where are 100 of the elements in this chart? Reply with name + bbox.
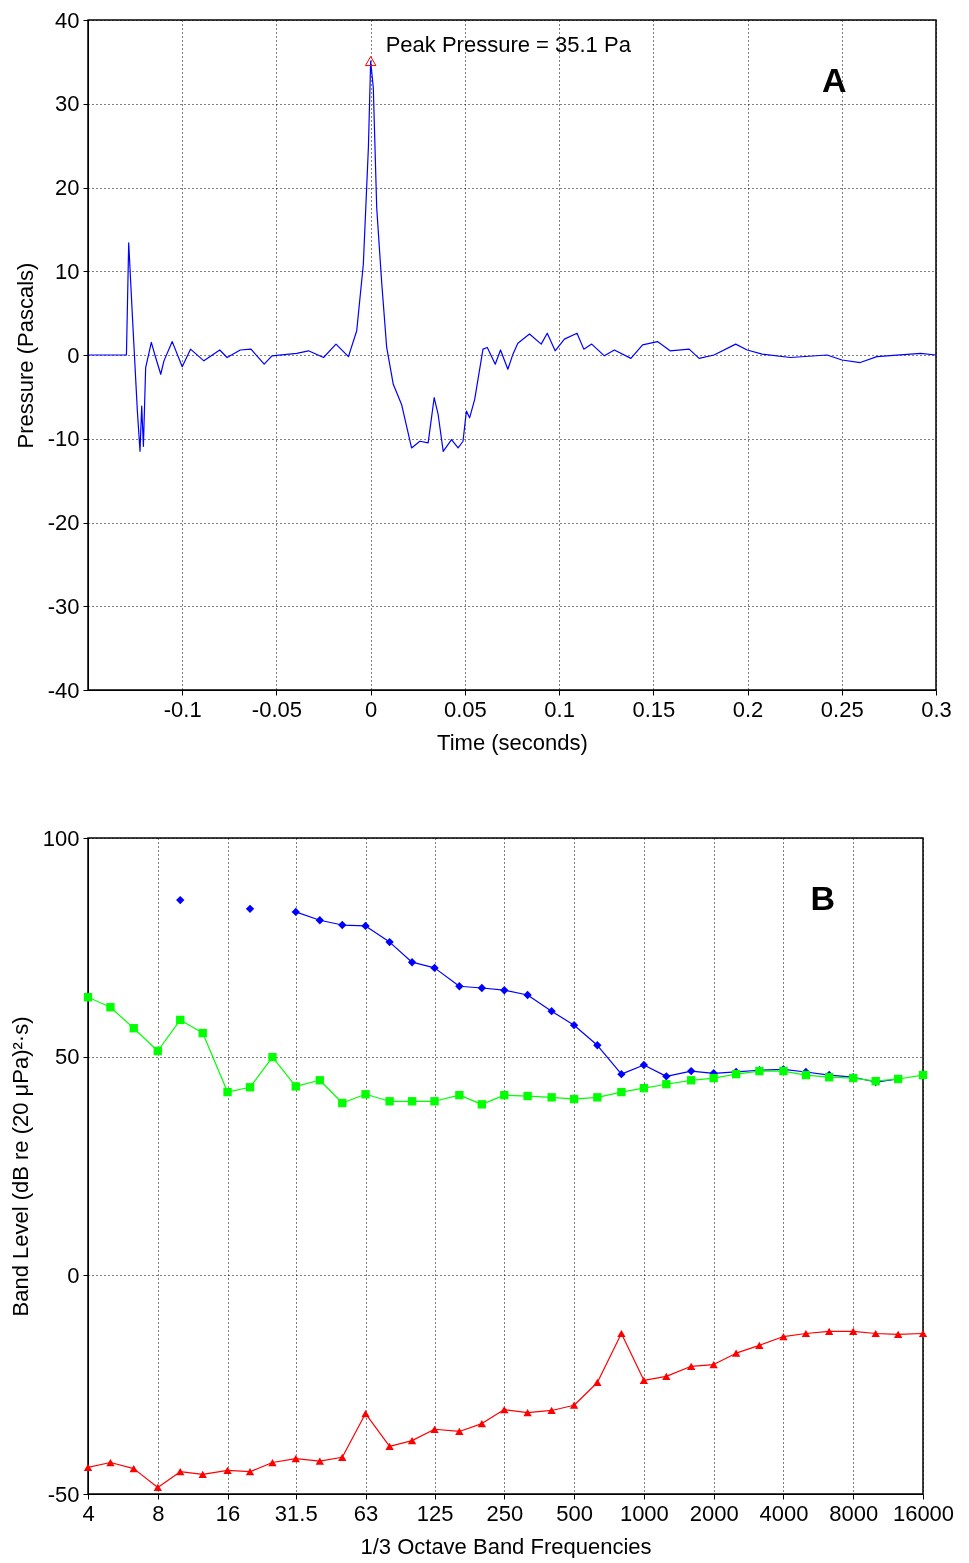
point [662, 1080, 671, 1089]
point [291, 1454, 300, 1463]
point [662, 1072, 671, 1081]
point [223, 1466, 232, 1475]
point [430, 963, 439, 973]
x-tick-label: 16000 [892, 1500, 955, 1526]
point [129, 1024, 138, 1033]
point [500, 1405, 509, 1414]
x-tick-label: 4000 [759, 1500, 809, 1526]
point [291, 1082, 300, 1091]
point [918, 1070, 928, 1080]
x-tick-label: 31.5 [274, 1500, 318, 1526]
y-tick-label: -40 [47, 677, 80, 703]
x-tick-label: 2000 [689, 1500, 739, 1526]
x-tick-label: 1000 [619, 1500, 669, 1526]
point [198, 1470, 207, 1478]
annotation: A [821, 61, 847, 99]
point [83, 993, 93, 1002]
x-tick-label: 0.3 [921, 696, 952, 722]
point [824, 1327, 834, 1335]
point [361, 921, 370, 931]
point [430, 1425, 439, 1433]
annotation: B [810, 879, 836, 917]
point [593, 1378, 602, 1387]
point [569, 1021, 579, 1030]
y-tick-label: -50 [47, 1481, 80, 1507]
point [361, 1409, 370, 1418]
point [83, 1463, 93, 1471]
x-tick-label: 0.1 [544, 696, 575, 722]
x-tick-label: -0.1 [163, 696, 202, 722]
x-tick-label: 0 [365, 696, 378, 722]
point [153, 1046, 162, 1056]
point [687, 1076, 696, 1085]
y-tick-label: -10 [47, 426, 80, 452]
y-tick-label: 40 [55, 7, 80, 33]
point [569, 1094, 579, 1104]
point [871, 1329, 880, 1338]
x-axis-title: 1/3 Octave Band Frequencies [360, 1533, 652, 1559]
point [268, 1458, 277, 1467]
point [547, 1007, 556, 1016]
point [893, 1330, 903, 1338]
point [338, 1098, 347, 1108]
point [338, 1453, 347, 1461]
y-tick-label: 100 [42, 825, 80, 851]
point [338, 920, 347, 930]
point [455, 982, 464, 991]
point [617, 1087, 626, 1097]
point [268, 1052, 277, 1062]
point [639, 1376, 649, 1384]
x-tick-label: 8 [152, 1500, 165, 1526]
point [315, 916, 324, 925]
point [849, 1327, 858, 1335]
point [617, 1069, 626, 1079]
y-tick-label: 30 [55, 91, 80, 117]
point [477, 983, 487, 993]
point [569, 1401, 579, 1409]
point [477, 1100, 487, 1109]
x-tick-label: 125 [416, 1500, 454, 1526]
point [430, 1097, 439, 1106]
point [245, 1468, 255, 1476]
point [291, 907, 300, 917]
point [176, 895, 185, 905]
point [709, 1073, 718, 1083]
x-tick-label: 0.05 [443, 696, 487, 722]
point [639, 1083, 649, 1093]
point [755, 1341, 764, 1349]
point [639, 1060, 649, 1070]
point [129, 1465, 138, 1473]
point [662, 1372, 671, 1380]
point [593, 1093, 602, 1102]
y-tick-label: 0 [67, 342, 80, 368]
x-axis-title: Time (seconds) [437, 729, 588, 755]
point [176, 1468, 185, 1476]
point [918, 1329, 928, 1338]
point [407, 1097, 417, 1106]
x-tick-label: 500 [556, 1500, 593, 1526]
x-tick-label: 63 [353, 1500, 379, 1526]
point [500, 986, 509, 995]
x-tick-label: 0.25 [820, 696, 864, 722]
point [245, 904, 255, 914]
point [500, 1090, 509, 1100]
point [687, 1362, 696, 1370]
point [223, 1087, 232, 1097]
y-tick-label: 20 [55, 175, 80, 200]
x-tick-label: 16 [215, 1500, 241, 1526]
point [315, 1076, 324, 1085]
point [779, 1332, 788, 1341]
y-axis-title: Band Level (dB re (20 μPa)²·s) [7, 1016, 33, 1317]
point [523, 1091, 532, 1101]
x-tick-label: 0.2 [732, 696, 764, 722]
x-tick-label: -0.05 [251, 696, 303, 722]
point [477, 1419, 487, 1428]
point [617, 1329, 626, 1338]
point [709, 1360, 718, 1369]
y-tick-label: 0 [67, 1262, 80, 1288]
point [523, 990, 532, 1000]
y-tick-label: 50 [55, 1044, 80, 1070]
y-axis-title: Pressure (Pascals) [12, 262, 38, 449]
x-tick-label: 4 [82, 1500, 95, 1526]
point [385, 1442, 394, 1450]
